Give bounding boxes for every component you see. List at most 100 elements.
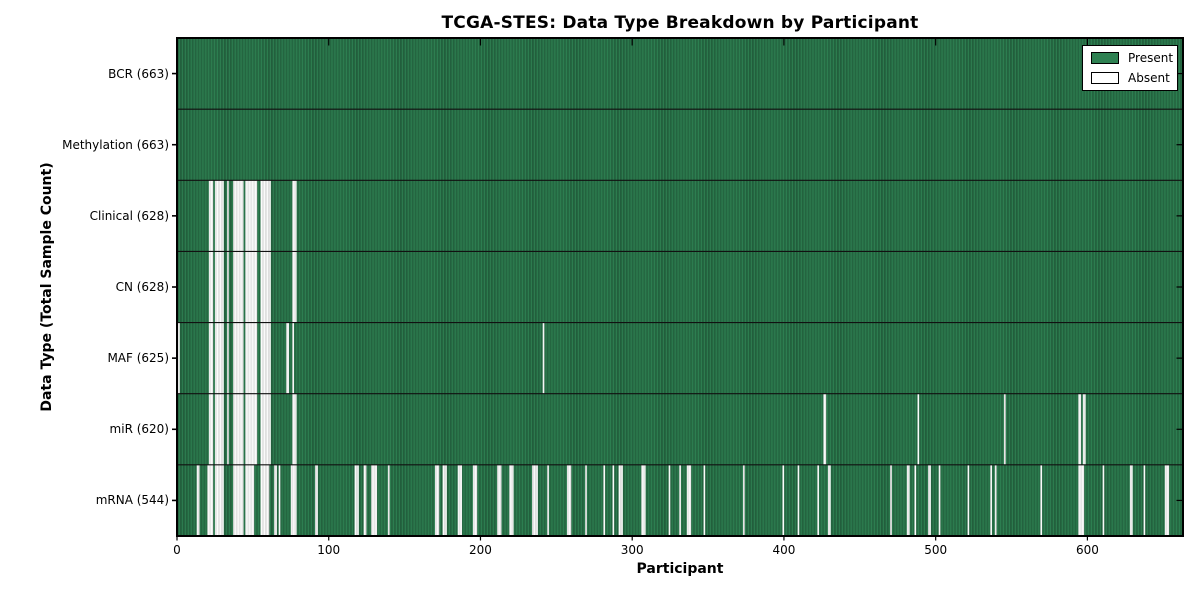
absent-stripe-mrna — [890, 464, 892, 536]
x-tick-label-400: 400 — [772, 543, 796, 557]
absent-stripe-mrna — [618, 464, 623, 536]
absent-stripe-mrna — [827, 464, 831, 536]
absent-stripe-mrna — [532, 464, 538, 536]
absent-stripe-mrna — [442, 464, 447, 536]
absent-stripe-mrna — [1143, 464, 1146, 536]
absent-stripe-mir — [917, 393, 920, 465]
absent-stripe-mrna — [603, 464, 606, 536]
absent-stripe-maf — [233, 322, 244, 394]
absent-stripe-mrna — [668, 464, 671, 536]
absent-stripe-mrna — [1040, 464, 1043, 536]
absent-stripe-mrna — [686, 464, 692, 536]
absent-stripe-mrna — [315, 464, 318, 536]
row-band-mir — [177, 393, 1183, 465]
absent-stripe-mir — [1003, 393, 1006, 465]
absent-stripe-cn — [227, 251, 229, 323]
absent-stripe-mrna — [371, 464, 378, 536]
absent-stripe-maf — [286, 322, 290, 394]
absent-stripe-maf — [292, 322, 295, 394]
legend-entry-absent: Absent — [1091, 70, 1177, 85]
absent-stripe-mir — [260, 393, 271, 465]
x-tick-label-100: 100 — [317, 543, 341, 557]
legend-label-absent: Absent — [1128, 70, 1170, 85]
absent-stripe-mrna — [990, 464, 992, 536]
absent-stripe-mrna — [245, 464, 255, 536]
absent-stripe-mrna — [1164, 464, 1170, 536]
x-tick-label-200: 200 — [469, 543, 492, 557]
absent-stripe-maf — [260, 322, 271, 394]
row-band-cn — [177, 251, 1183, 323]
absent-stripe-cn — [208, 251, 214, 323]
absent-stripe-cn — [292, 251, 297, 323]
absent-stripe-mrna — [274, 464, 277, 536]
row-band-clinical — [177, 180, 1183, 252]
absent-stripe-mrna — [278, 464, 281, 536]
absent-stripe-cn — [214, 251, 224, 323]
absent-stripe-mrna — [612, 464, 615, 536]
absent-stripe-mrna — [547, 464, 549, 536]
absent-stripe-mrna — [906, 464, 910, 536]
x-tick-label-500: 500 — [924, 543, 948, 557]
absent-stripe-mrna — [742, 464, 745, 536]
absent-stripe-mrna — [782, 464, 785, 536]
absent-stripe-clinical — [233, 180, 244, 252]
x-tick-label-600: 600 — [1075, 543, 1099, 557]
absent-stripe-mrna — [1129, 464, 1133, 536]
absent-stripe-mrna — [1078, 464, 1085, 536]
absent-stripe-clinical — [227, 180, 229, 252]
x-tick-label-300: 300 — [620, 543, 644, 557]
x-axis-label: Participant — [636, 561, 724, 577]
absent-stripe-mrna — [703, 464, 706, 536]
absent-stripe-clinical — [208, 180, 214, 252]
absent-stripe-mrna — [509, 464, 514, 536]
absent-stripe-clinical — [292, 180, 297, 252]
row-band-methylation — [177, 109, 1183, 181]
row-band-bcr — [177, 38, 1183, 110]
absent-stripe-mrna — [928, 464, 931, 536]
absent-swatch-icon — [1091, 72, 1119, 84]
chart-title: TCGA-STES: Data Type Breakdown by Partic… — [441, 13, 919, 33]
absent-stripe-mrna — [585, 464, 587, 536]
absent-stripe-mir — [233, 393, 244, 465]
absent-stripe-maf — [177, 322, 180, 394]
y-tick-label-methylation: Methylation (663) — [62, 137, 169, 152]
absent-stripe-mrna — [290, 464, 297, 536]
absent-stripe-mrna — [457, 464, 463, 536]
absent-stripe-maf — [542, 322, 545, 394]
absent-stripe-clinical — [260, 180, 271, 252]
absent-stripe-mrna — [967, 464, 970, 536]
absent-stripe-mrna — [938, 464, 941, 536]
absent-stripe-mrna — [434, 464, 440, 536]
legend-label-present: Present — [1128, 50, 1174, 65]
absent-stripe-mir — [208, 393, 214, 465]
absent-stripe-mir — [1078, 393, 1082, 465]
present-swatch-icon — [1091, 52, 1119, 64]
y-tick-label-bcr: BCR (663) — [108, 66, 169, 81]
absent-stripe-mrna — [797, 464, 800, 536]
absent-stripe-mir — [823, 393, 827, 465]
legend-entry-present: Present — [1091, 50, 1177, 65]
absent-stripe-mrna — [354, 464, 359, 536]
absent-stripe-mrna — [260, 464, 270, 536]
absent-stripe-cn — [245, 251, 258, 323]
absent-stripe-mrna — [472, 464, 478, 536]
absent-stripe-clinical — [245, 180, 258, 252]
absent-stripe-clinical — [214, 180, 224, 252]
absent-stripe-maf — [208, 322, 214, 394]
absent-stripe-mir — [227, 393, 229, 465]
absent-stripe-mrna — [566, 464, 572, 536]
absent-stripe-cn — [260, 251, 271, 323]
y-tick-label-mrna: mRNA (544) — [95, 493, 169, 508]
absent-stripe-mrna — [817, 464, 820, 536]
y-tick-label-clinical: Clinical (628) — [89, 208, 169, 223]
legend: Present Absent — [1082, 45, 1178, 91]
y-tick-label-mir: miR (620) — [109, 422, 169, 437]
absent-stripe-mrna — [914, 464, 917, 536]
plot-border — [176, 37, 1184, 537]
absent-stripe-mrna — [679, 464, 681, 536]
row-band-maf — [177, 322, 1183, 394]
absent-stripe-mir — [1082, 393, 1086, 465]
absent-stripe-maf — [245, 322, 258, 394]
absent-stripe-cn — [233, 251, 244, 323]
